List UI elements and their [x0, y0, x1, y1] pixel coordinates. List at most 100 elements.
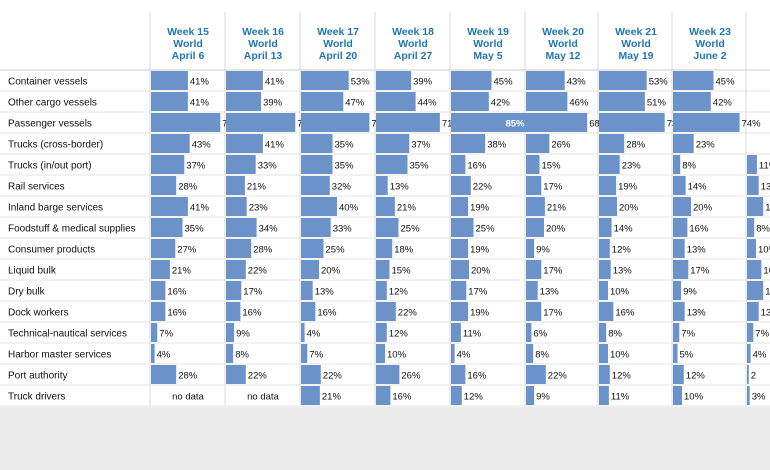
- bar: [451, 176, 471, 195]
- column-header-label: April 27: [394, 50, 433, 62]
- data-label: 26%: [551, 140, 571, 151]
- bar: [301, 302, 316, 321]
- data-label: 37%: [186, 161, 206, 172]
- column-header-label: World: [173, 38, 203, 50]
- data-label: 8%: [235, 350, 249, 361]
- bar: [526, 323, 532, 342]
- data-label: 51%: [647, 98, 667, 109]
- bar: [226, 71, 263, 90]
- data-label: 9%: [683, 287, 697, 298]
- bar: [376, 344, 385, 363]
- bar: [151, 155, 185, 174]
- bar: [599, 218, 612, 237]
- bar: [301, 323, 305, 342]
- bar: [376, 92, 416, 111]
- data-label: 37%: [411, 140, 431, 151]
- data-label: 23%: [696, 140, 716, 151]
- data-label: 16%: [467, 371, 487, 382]
- column-header-label: World: [695, 38, 725, 50]
- data-label: 35%: [410, 161, 430, 172]
- bar: [747, 365, 749, 384]
- column-header-label: World: [473, 38, 503, 50]
- bar: [451, 92, 489, 111]
- bar: [599, 71, 647, 90]
- bar: [376, 197, 395, 216]
- data-label: 40%: [339, 203, 359, 214]
- bar: [526, 344, 534, 363]
- bar: [526, 218, 544, 237]
- data-label: 41%: [265, 77, 285, 88]
- data-label: 43%: [567, 77, 587, 88]
- data-label: 5%: [680, 350, 694, 361]
- data-label: 22%: [248, 371, 268, 382]
- bar: [301, 134, 333, 153]
- data-label: 7%: [309, 350, 323, 361]
- data-label: 11%: [611, 392, 630, 403]
- bar: [226, 281, 242, 300]
- column-header-label: April 20: [319, 50, 358, 62]
- bar: [451, 197, 469, 216]
- bar: [526, 71, 565, 90]
- column-header-label: Week 23: [689, 26, 731, 38]
- data-label: 21%: [247, 182, 267, 193]
- data-label: 12%: [686, 371, 706, 382]
- bar: [451, 323, 461, 342]
- data-label: 13%: [390, 182, 410, 193]
- row-label: Trucks (cross-border): [8, 140, 103, 151]
- data-label: 20%: [619, 203, 639, 214]
- data-label: 19%: [470, 308, 490, 319]
- bar: [376, 176, 388, 195]
- data-label: 25%: [326, 245, 346, 256]
- bar: [151, 365, 177, 384]
- bar: [376, 302, 396, 321]
- row-label: Liquid bulk: [8, 266, 57, 277]
- data-label: 9%: [536, 245, 550, 256]
- data-label: no data: [247, 392, 279, 403]
- data-label: 17%: [243, 287, 263, 298]
- data-label: 13%: [687, 245, 707, 256]
- column-header-label: June 2: [693, 50, 726, 62]
- data-label: 23%: [249, 203, 269, 214]
- data-label: 17%: [543, 266, 563, 277]
- bar: [526, 92, 568, 111]
- bar: [226, 197, 247, 216]
- bar: [226, 302, 241, 321]
- column-header-label: World: [323, 38, 353, 50]
- bar: [673, 197, 691, 216]
- bar: [151, 134, 190, 153]
- row-label: Rail services: [8, 182, 65, 193]
- data-label: 68%: [589, 119, 609, 130]
- data-label: 13%: [315, 287, 335, 298]
- data-label: 16%: [242, 308, 262, 319]
- bar: [151, 323, 158, 342]
- bar: [301, 281, 313, 300]
- data-label: 16%: [689, 224, 709, 235]
- row-label: Dock workers: [8, 308, 69, 319]
- data-label: 21%: [172, 266, 192, 277]
- data-label: 16%: [615, 308, 635, 319]
- data-label: 38%: [487, 140, 507, 151]
- data-label: 32%: [332, 182, 352, 193]
- bar: [226, 344, 234, 363]
- data-label: 46%: [569, 98, 589, 109]
- bar: [599, 134, 625, 153]
- column-header-label: Week 20: [542, 26, 584, 38]
- data-label: 17%: [690, 266, 710, 277]
- column-header-label: World: [248, 38, 278, 50]
- data-label: 18%: [394, 245, 414, 256]
- data-label: 13%: [540, 287, 560, 298]
- data-label: 12%: [389, 287, 409, 298]
- bar: [526, 365, 546, 384]
- column-header-label: April 6: [172, 50, 205, 62]
- bar: [301, 92, 344, 111]
- bar: [673, 218, 688, 237]
- data-label: 19%: [470, 245, 490, 256]
- data-label: 35%: [185, 224, 205, 235]
- data-label: 15%: [542, 161, 562, 172]
- row-label: Other cargo vessels: [8, 98, 97, 109]
- bar: [673, 365, 684, 384]
- bar: [747, 197, 764, 216]
- data-label: 20%: [471, 266, 491, 277]
- data-label: 22%: [473, 182, 493, 193]
- column-header-label: Week 17: [317, 26, 359, 38]
